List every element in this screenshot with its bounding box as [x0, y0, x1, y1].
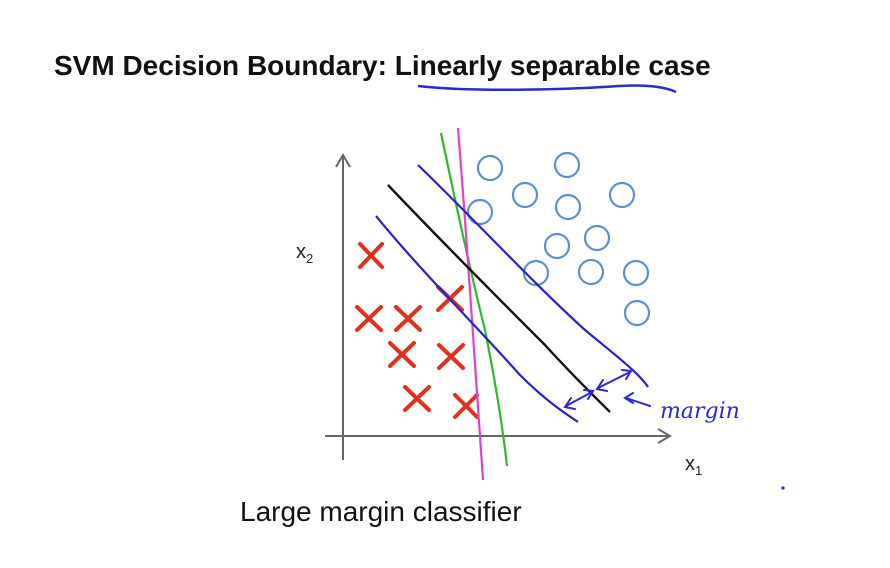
margin-arrow-right	[597, 371, 631, 389]
margin-arrow-left	[565, 391, 593, 407]
positive-marker	[394, 305, 422, 332]
axes	[325, 153, 672, 460]
negative-marker	[583, 224, 611, 252]
margin-arrows	[563, 369, 651, 410]
negative-class-markers	[466, 151, 651, 327]
negative-marker	[466, 198, 494, 226]
positive-marker	[453, 393, 479, 419]
negative-marker	[511, 181, 539, 209]
upper-margin-line	[417, 164, 649, 388]
negative-marker	[577, 258, 605, 286]
x-axis-arrow	[657, 428, 672, 444]
negative-marker	[622, 259, 650, 287]
negative-marker	[553, 151, 581, 179]
positive-marker	[403, 385, 431, 412]
margin-pointer	[625, 397, 651, 407]
pen-dot	[781, 486, 785, 490]
title-underline	[417, 84, 677, 94]
positive-marker	[437, 343, 465, 370]
positive-class-markers	[355, 242, 479, 419]
magenta-decision-boundary	[456, 127, 485, 481]
negative-marker	[623, 299, 651, 327]
negative-marker	[476, 154, 504, 182]
positive-marker	[355, 305, 383, 332]
negative-marker	[522, 259, 550, 287]
diagram-caption: Large margin classifier	[240, 496, 522, 527]
title-prefix: SVM Decision Boundary:	[54, 50, 395, 81]
x-axis-label: x1	[685, 453, 702, 478]
positive-marker	[388, 341, 416, 368]
svm-decision-boundary	[387, 184, 611, 413]
title-underlined-text: Linearly separable	[394, 50, 641, 81]
positive-marker	[358, 242, 384, 269]
lower-margin-line	[375, 215, 579, 423]
margin-annotation: margin	[660, 399, 740, 424]
negative-marker	[608, 181, 636, 209]
negative-marker	[543, 232, 571, 260]
y-axis-arrow	[335, 153, 351, 168]
green-decision-boundary	[439, 132, 509, 467]
negative-marker	[554, 193, 582, 221]
title-suffix: case	[640, 50, 711, 81]
slide-title: SVM Decision Boundary: Linearly separabl…	[54, 50, 711, 82]
y-axis-label: x2	[296, 241, 313, 266]
